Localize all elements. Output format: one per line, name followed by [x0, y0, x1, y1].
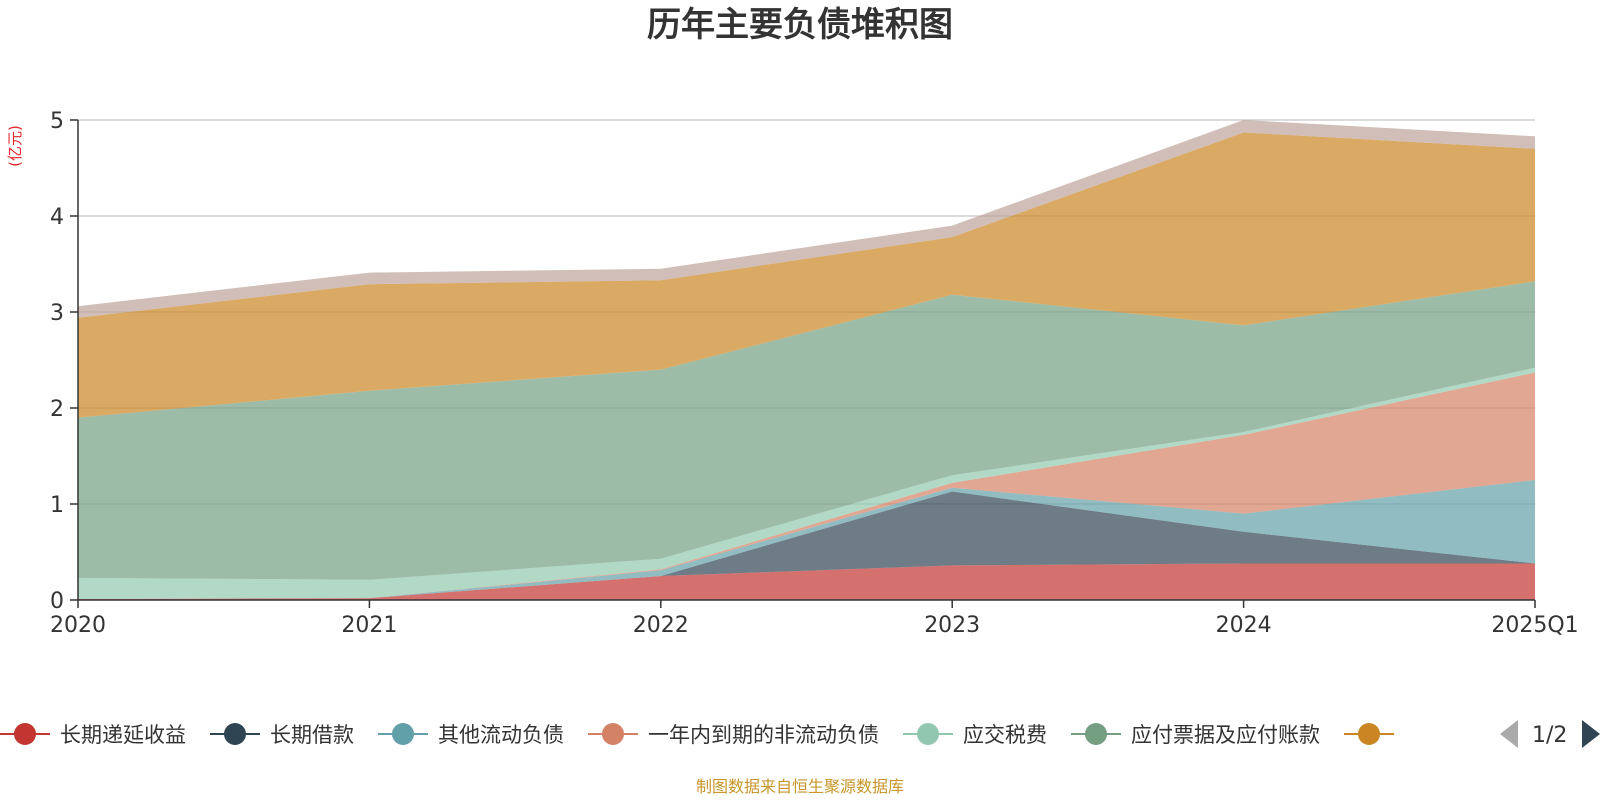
y-tick-label: 5 [50, 109, 64, 134]
legend-page-indicator: 1/2 [1532, 723, 1567, 748]
x-tick-label: 2023 [924, 613, 980, 638]
legend-item[interactable]: 长期借款 [210, 723, 354, 747]
y-tick-label: 3 [50, 301, 64, 326]
legend-label: 应交税费 [963, 723, 1047, 747]
area-series-2 [78, 491, 1535, 599]
legend-label: 长期借款 [270, 723, 354, 747]
legend-marker [14, 723, 36, 745]
source-note: 制图数据来自恒生聚源数据库 [696, 777, 904, 796]
legend: 长期递延收益 长期借款 其他流动负债 一年内到期的非流动负债 应交税费 应付票据及应付账款… [0, 720, 1600, 748]
legend-item[interactable] [1344, 723, 1394, 745]
y-axis-unit: (亿元) [6, 125, 24, 167]
legend-prev-icon[interactable] [1500, 720, 1518, 748]
legend-marker [1085, 723, 1107, 745]
legend-item[interactable]: 一年内到期的非流动负债 [588, 723, 879, 747]
area-series-1 [78, 563, 1535, 600]
legend-marker [602, 723, 624, 745]
x-tick-label: 2025Q1 [1491, 613, 1578, 638]
y-tick-label: 1 [50, 493, 64, 518]
legend-label: 其他流动负债 [438, 723, 564, 747]
plot-areas [78, 120, 1535, 600]
legend-label: 长期递延收益 [60, 723, 186, 747]
legend-item[interactable]: 应付票据及应付账款 [1071, 723, 1320, 747]
area-series-4 [78, 372, 1535, 599]
legend-label: 一年内到期的非流动负债 [648, 723, 879, 747]
legend-label: 应付票据及应付账款 [1131, 723, 1320, 747]
x-tick-label: 2021 [341, 613, 397, 638]
area-series-7 [78, 132, 1535, 418]
area-series-8 [78, 120, 1535, 318]
x-tick-label: 2024 [1216, 613, 1272, 638]
legend-marker [392, 723, 414, 745]
legend-marker [224, 723, 246, 745]
area-series-6 [78, 281, 1535, 580]
y-tick-label: 2 [50, 397, 64, 422]
chart-title: 历年主要负债堆积图 [647, 5, 953, 45]
y-tick-label: 4 [50, 205, 64, 230]
area-series-3 [78, 480, 1535, 599]
y-tick-label: 0 [50, 589, 64, 614]
x-tick-label: 2022 [633, 613, 689, 638]
legend-marker [917, 723, 939, 745]
legend-item[interactable]: 长期递延收益 [0, 723, 186, 747]
legend-marker [1358, 723, 1380, 745]
axes: 0 1 2 3 4 5 2020 2021 2022 2023 2024 2025Q1 [50, 109, 1579, 638]
x-tick-label: 2020 [50, 613, 106, 638]
legend-item[interactable]: 其他流动负债 [378, 723, 564, 747]
legend-item[interactable]: 应交税费 [903, 723, 1047, 747]
legend-next-icon[interactable] [1582, 720, 1600, 748]
